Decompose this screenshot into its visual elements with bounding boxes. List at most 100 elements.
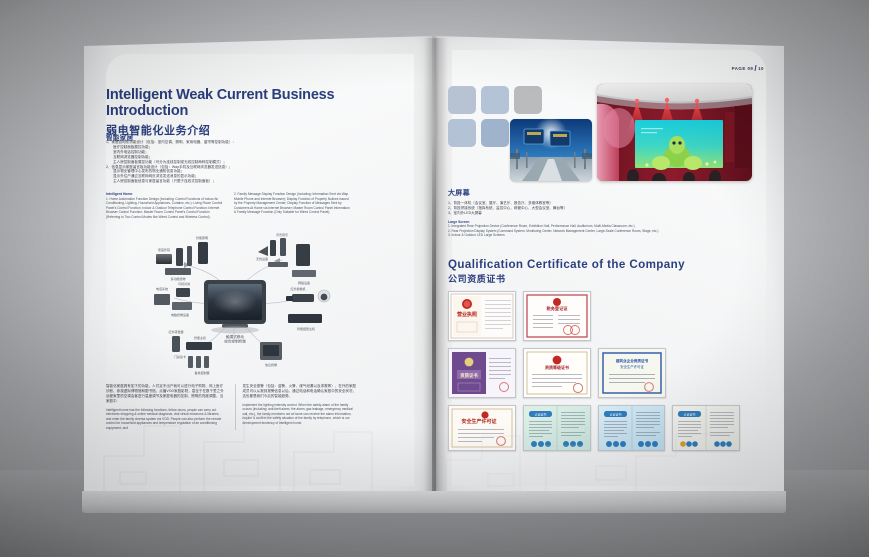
svg-text:多功能终端: 多功能终端 bbox=[170, 276, 185, 281]
svg-text:资质证书: 资质证书 bbox=[460, 372, 478, 379]
en-column-1: Intelligent Home 1. Home Automation Func… bbox=[106, 192, 224, 219]
list-item: 显示物业管理中心发布的物业通知信息功能； bbox=[106, 169, 185, 174]
bottom-column-1: 智能化家庭具有如下的功能，人们足不出户就可以进行电子购物、网上医疗诊断、参观虚拟… bbox=[106, 384, 225, 430]
decor-square bbox=[448, 119, 476, 147]
svg-text:各类控制器: 各类控制器 bbox=[194, 370, 209, 375]
certificate-iso-quality-management[interactable]: 认证证书 bbox=[522, 405, 591, 451]
photo-stage-led-large-screen bbox=[597, 84, 752, 181]
page-number: PAGE 09/10 bbox=[731, 63, 764, 73]
page-number-slash: / bbox=[754, 64, 758, 73]
left-bottom-columns: 智能化家庭具有如下的功能，人们足不出户就可以进行电子购物、网上医疗诊断、参观虚拟… bbox=[106, 384, 358, 431]
large-screen-heading-en: Large Screen bbox=[448, 219, 470, 224]
svg-text:智能照明: 智能照明 bbox=[196, 235, 208, 240]
list-item: 主人房控制面板信息与家居留言功能（只限于连线式控制面板）； bbox=[106, 179, 217, 184]
svg-text:营业执照: 营业执照 bbox=[457, 311, 477, 318]
svg-text:红外转发器: 红外转发器 bbox=[168, 329, 183, 334]
svg-text:智能报警主机: 智能报警主机 bbox=[297, 326, 315, 331]
decor-square-grid bbox=[448, 86, 542, 147]
svg-text:建筑业企业资质证书: 建筑业企业资质证书 bbox=[615, 358, 649, 363]
certificate-safety-production-license[interactable]: 安全生产许可证 bbox=[448, 405, 516, 451]
large-screen-item-en: 2. Rear Projection Display System (Comma… bbox=[448, 228, 659, 233]
certificate-organization-code[interactable]: 资质证书 bbox=[448, 348, 516, 398]
diagram-central-terminal bbox=[204, 280, 266, 334]
qualification-title-cn: 公司资质证书 bbox=[448, 274, 506, 284]
decor-square bbox=[448, 86, 476, 114]
svg-text:资质等级证书: 资质等级证书 bbox=[545, 364, 569, 370]
certificate-iso-environmental-management[interactable]: 认证证书 bbox=[597, 405, 666, 451]
list-item: 1、家庭自动化功能设计（包括：室内空调、照明、家用电器、窗帘等控制功能）： bbox=[106, 140, 236, 144]
large-screen-item: 3、室内外LED大屏幕 bbox=[448, 210, 482, 215]
en-column-1-heading: Intelligent Home bbox=[106, 192, 133, 196]
svg-text:无线设备: 无线设备 bbox=[256, 256, 268, 261]
left-en-columns: Intelligent Home 1. Home Automation Func… bbox=[106, 192, 352, 219]
watermark-technical-lines bbox=[445, 424, 726, 504]
qualification-title-block: Qualification Certificate of the Company… bbox=[448, 258, 738, 285]
certificate-business-license[interactable]: 营业执照 bbox=[448, 291, 516, 341]
page-number-total: 10 bbox=[758, 66, 764, 71]
decor-square bbox=[481, 86, 509, 114]
certificate-row: 营业执照 bbox=[448, 291, 740, 341]
decor-square bbox=[481, 119, 509, 147]
svg-text:认证证书: 认证证书 bbox=[684, 411, 696, 416]
svg-text:信息终端: 信息终端 bbox=[265, 362, 277, 367]
page-title-cn: 弱电智能化业务介绍 bbox=[106, 125, 211, 137]
large-screen-item-en: 3. Indoor & Outdoor LED Large Screens bbox=[448, 233, 505, 238]
svg-text:认证证书: 认证证书 bbox=[609, 411, 621, 416]
svg-text:背景音乐: 背景音乐 bbox=[276, 232, 288, 237]
certificate-row: 资质证书 bbox=[448, 348, 740, 398]
svg-text:可视对讲: 可视对讲 bbox=[178, 281, 190, 286]
svg-text:电话系统: 电话系统 bbox=[156, 286, 168, 291]
list-item: 显示外住户通过互联网网页浏览发送消息的显示功能； bbox=[106, 174, 199, 179]
certificate-enterprise-credit[interactable]: 资质等级证书 bbox=[523, 348, 591, 398]
svg-text:认证证书: 认证证书 bbox=[534, 411, 546, 416]
large-screen-item-en: 1. Integrated Rear Projection Device (Co… bbox=[448, 224, 635, 229]
certificate-construction-enterprise[interactable]: 建筑业企业资质证书 安全生产许可证 bbox=[598, 348, 666, 398]
section-label-smart-home: 智能家居 bbox=[106, 135, 134, 142]
en-column-2: 2. Family Message Display Function Desig… bbox=[234, 192, 352, 219]
certificate-grid: 营业执照 bbox=[448, 291, 740, 458]
left-title-block: Intelligent Weak Current Business Introd… bbox=[106, 87, 336, 138]
page-number-current: 09 bbox=[747, 66, 754, 71]
svg-text:触摸式移动: 触摸式移动 bbox=[226, 334, 244, 339]
svg-text:智能主机: 智能主机 bbox=[194, 335, 206, 340]
page-title-line1: Intelligent Weak Current Business bbox=[106, 87, 335, 103]
svg-text:税务登记证: 税务登记证 bbox=[547, 305, 569, 312]
brochure-spread: Intelligent Weak Current Business Introd… bbox=[76, 36, 792, 516]
svg-text:家庭影院: 家庭影院 bbox=[158, 247, 170, 252]
photo-outdoor-led-billboard bbox=[510, 119, 592, 181]
list-item: 主人房控制面板展控功能（可分为连线控制或无线控制两种控制模式）； bbox=[106, 159, 227, 164]
left-cn-list: 1、家庭自动化功能设计（包括：室内空调、照明、家用电器、窗帘等控制功能）： 医疗… bbox=[106, 140, 321, 184]
smart-home-topology-diagram: 触摸式移动 综合控制终端 家庭影院 智能照明 多功能终端 bbox=[110, 232, 358, 380]
book-bottom-edge bbox=[82, 491, 786, 513]
bottom-column-1-en: Intelligent home has the following funct… bbox=[106, 407, 222, 430]
qualification-title-en: Qualification Certificate of the Company bbox=[448, 258, 685, 271]
right-page: PAGE 09/10 bbox=[436, 36, 784, 506]
decor-square bbox=[514, 86, 542, 114]
certificate-slot-empty bbox=[598, 291, 664, 341]
certificate-row: 安全生产许可证 bbox=[448, 405, 740, 451]
svg-text:综合控制终端: 综合控制终端 bbox=[224, 339, 246, 344]
large-screen-heading-cn: 大屏幕 bbox=[448, 190, 470, 197]
en-column-1-body: 1. Home Automation Function Design (Incl… bbox=[106, 196, 223, 219]
left-content-panel bbox=[106, 54, 414, 486]
certificate-iso-occupational-health[interactable]: 认证证书 bbox=[672, 405, 740, 451]
large-screen-item: 1、背投一体机（会议室、展厅、演艺厅、报告厅、多媒体教室等） bbox=[448, 201, 553, 205]
bottom-column-1-cn: 智能化家庭具有如下的功能，人们足不出户就可以进行电子购物、网上医疗诊断、参观虚拟… bbox=[106, 384, 224, 403]
list-item: 室内外电话控制功能； bbox=[106, 149, 149, 154]
left-page: Intelligent Weak Current Business Introd… bbox=[84, 36, 432, 506]
bottom-column-2-en: implement the lighting intensity control… bbox=[242, 402, 353, 425]
svg-text:门禁读卡: 门禁读卡 bbox=[174, 354, 186, 359]
svg-text:电脑终端设备: 电脑终端设备 bbox=[171, 312, 189, 317]
list-item: 医疗控制面板展控功能； bbox=[106, 144, 153, 149]
svg-text:安全生产许可证: 安全生产许可证 bbox=[461, 418, 496, 425]
page-number-label: PAGE bbox=[731, 66, 746, 71]
svg-text:红外摄像机: 红外摄像机 bbox=[290, 286, 305, 291]
svg-text:安全生产许可证: 安全生产许可证 bbox=[620, 364, 644, 369]
page-title-line2: Introduction bbox=[106, 102, 189, 119]
certificate-tax-registration[interactable]: 税务登记证 bbox=[523, 291, 591, 341]
bottom-column-2: 发生安全报警（包括：盗警、火警、煤气泄漏以及求救等），在外的家庭成员可以从报到报… bbox=[235, 384, 358, 431]
bottom-column-2-cn: 发生安全报警（包括：盗警、火警、煤气泄漏以及求救等），在外的家庭成员可以从报到报… bbox=[242, 384, 357, 398]
watermark-technical-lines bbox=[103, 415, 373, 504]
large-screen-section: 大屏幕 1、背投一体机（会议室、展厅、演艺厅、报告厅、多媒体教室等） 2、背投拼… bbox=[448, 188, 738, 238]
